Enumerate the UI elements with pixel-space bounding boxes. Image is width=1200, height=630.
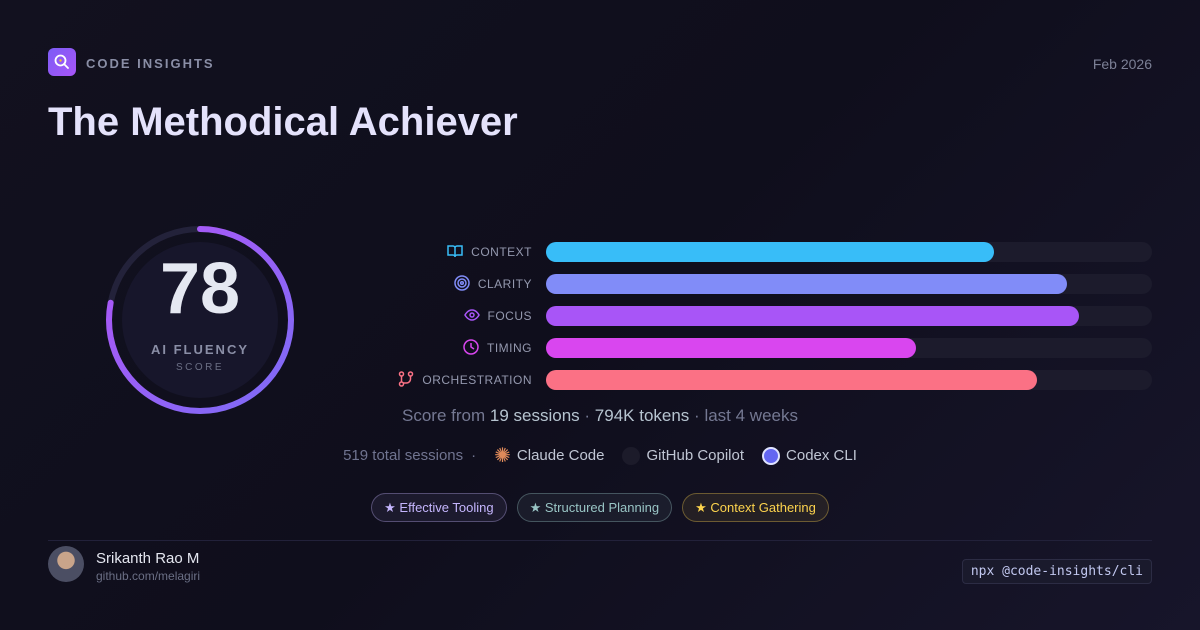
metric-track xyxy=(546,370,1152,390)
search-icon xyxy=(54,54,69,69)
github-icon xyxy=(622,446,641,465)
metric-bar xyxy=(546,306,1080,326)
report-date: Feb 2026 xyxy=(1092,56,1152,72)
tool-label: GitHub Copilot xyxy=(646,447,745,464)
badge-label: Structured Planning xyxy=(544,500,660,515)
separator: · xyxy=(694,406,700,425)
metric-label: CONTEXT xyxy=(400,243,546,262)
star-icon: ★ xyxy=(695,499,711,515)
metric-track xyxy=(546,274,1152,294)
clock-icon xyxy=(463,338,479,358)
tool-label: Claude Code xyxy=(516,447,605,464)
metric-bar xyxy=(546,338,916,358)
star-icon: ★ xyxy=(384,499,400,515)
summary-tokens: 794K tokens xyxy=(594,406,690,425)
metric-bar xyxy=(546,242,995,262)
logo xyxy=(48,48,76,76)
badge-label: Context Gathering xyxy=(710,500,816,515)
avatar xyxy=(48,546,84,582)
score-summary: Score from 19 sessions · 794K tokens · l… xyxy=(0,406,1200,426)
metric-row-orchestration: ORCHESTRATION xyxy=(398,370,1152,390)
tool-claude-code: ✺ Claude Code xyxy=(494,443,604,468)
metric-label: CLARITY xyxy=(400,274,546,294)
metric-name: TIMING xyxy=(487,341,532,355)
summary-period: last 4 weeks xyxy=(704,406,798,425)
metric-row-context: CONTEXT xyxy=(400,242,1152,262)
metric-name: CONTEXT xyxy=(471,245,532,259)
total-sessions: 519 total sessions xyxy=(343,447,464,464)
metric-bar xyxy=(546,274,1068,294)
metric-row-timing: TIMING xyxy=(400,338,1152,358)
divider xyxy=(48,540,1152,541)
summary-sessions: 19 sessions xyxy=(489,406,580,425)
cli-command[interactable]: npx @code-insights/cli xyxy=(961,559,1152,584)
metric-label: ORCHESTRATION xyxy=(398,370,546,390)
metric-track xyxy=(546,306,1152,326)
star-icon: ★ xyxy=(529,499,545,515)
metric-label: TIMING xyxy=(400,338,546,358)
tool-github-copilot: GitHub Copilot xyxy=(622,446,745,465)
score-sublabel: SCORE xyxy=(175,362,225,373)
ring-inner xyxy=(122,242,278,398)
tools-row: 519 total sessions · ✺ Claude Code GitHub… xyxy=(0,443,1200,468)
badge: ★ Effective Tooling xyxy=(371,493,507,522)
user-name: Srikanth Rao M xyxy=(96,550,200,567)
score-label: AI FLUENCY xyxy=(151,342,249,357)
badge-label: Effective Tooling xyxy=(399,500,494,515)
page-title: The Methodical Achiever xyxy=(48,100,518,144)
metric-row-clarity: CLARITY xyxy=(400,274,1152,294)
badge: ★ Structured Planning xyxy=(516,493,673,522)
metric-track xyxy=(546,338,1152,358)
metric-name: FOCUS xyxy=(487,309,532,323)
eye-icon xyxy=(463,307,480,326)
git-merge-icon xyxy=(398,370,414,390)
metric-bar xyxy=(546,370,1037,390)
metric-row-focus: FOCUS xyxy=(400,306,1152,326)
score-ring xyxy=(106,226,294,414)
badges: ★ Effective Tooling ★ Structured Planning… xyxy=(0,493,1200,522)
target-icon xyxy=(454,274,470,294)
claude-icon: ✺ xyxy=(494,445,511,467)
metric-track xyxy=(546,242,1152,262)
metric-name: CLARITY xyxy=(477,277,532,291)
tool-label: Codex CLI xyxy=(786,447,857,464)
book-icon xyxy=(447,243,463,262)
score-value: 78 xyxy=(159,249,241,329)
user-link[interactable]: github.com/melagiri xyxy=(96,569,201,583)
ring-fill xyxy=(106,226,294,414)
summary-prefix: Score from xyxy=(402,406,486,425)
tool-codex-cli: Codex CLI xyxy=(762,446,857,465)
badge: ★ Context Gathering xyxy=(682,493,829,522)
brand-name: CODE INSIGHTS xyxy=(86,56,215,71)
metric-label: FOCUS xyxy=(400,307,546,326)
separator: · xyxy=(471,447,477,464)
codex-icon xyxy=(762,446,781,465)
metric-name: ORCHESTRATION xyxy=(422,373,532,387)
separator: · xyxy=(584,406,591,425)
